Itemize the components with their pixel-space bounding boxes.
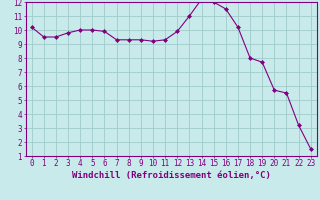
X-axis label: Windchill (Refroidissement éolien,°C): Windchill (Refroidissement éolien,°C) — [72, 171, 271, 180]
